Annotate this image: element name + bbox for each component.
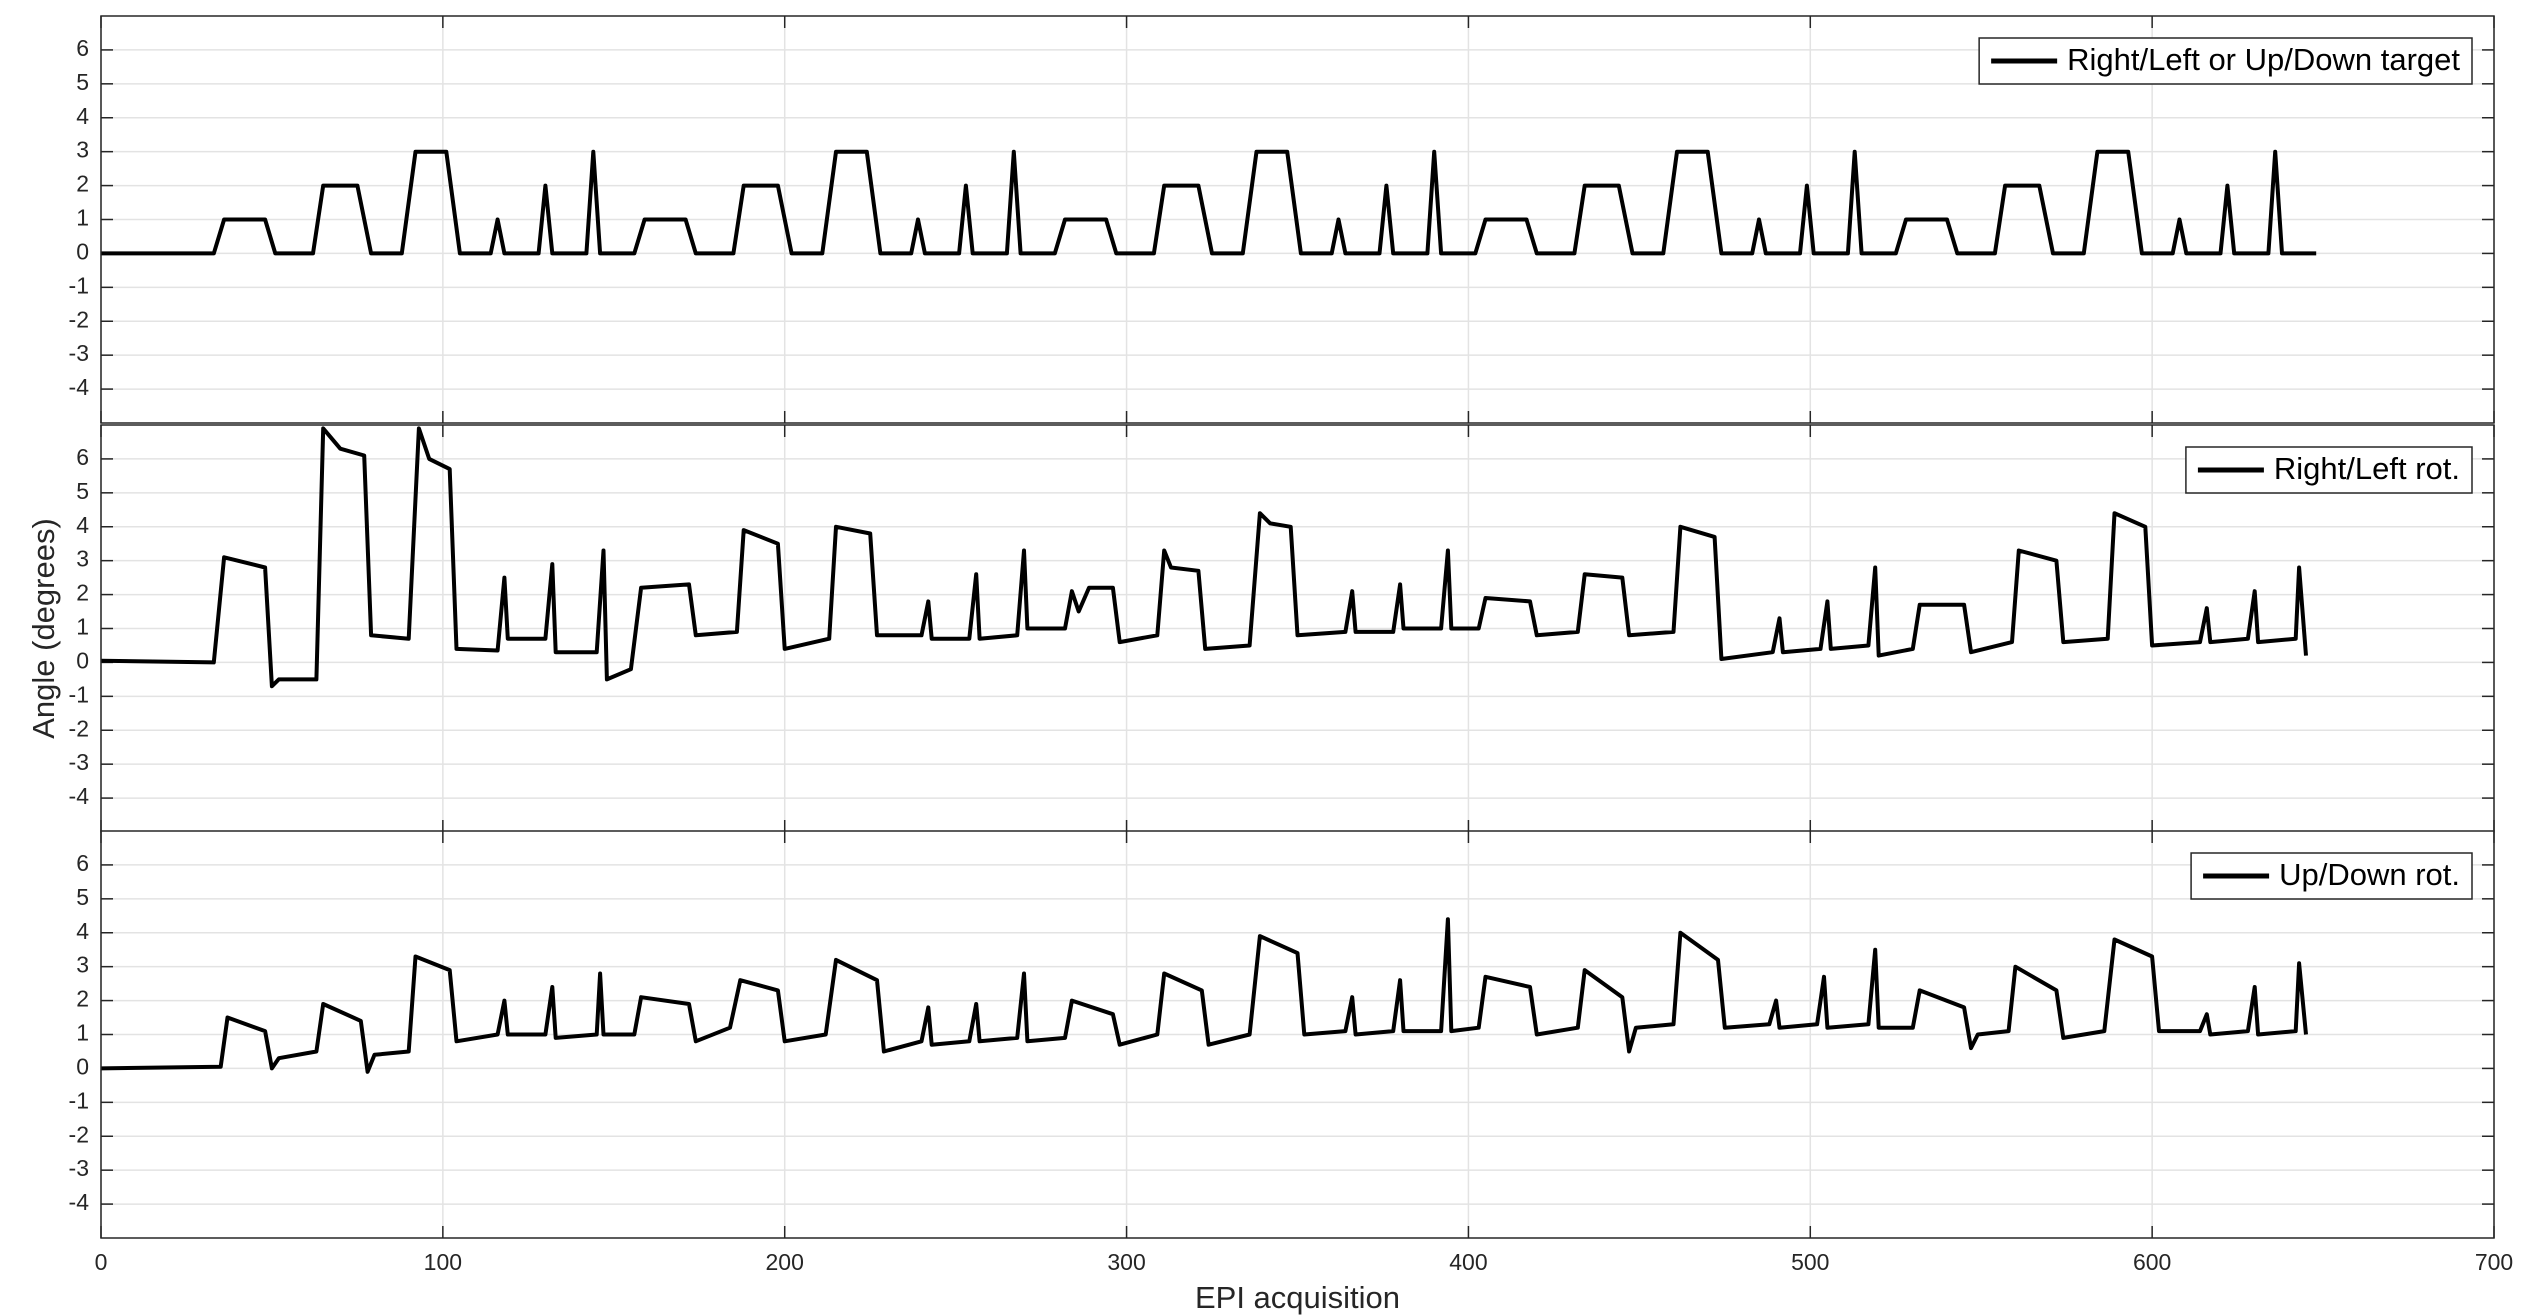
y-tick-label: 2 <box>76 986 89 1012</box>
y-tick-label: -3 <box>69 749 89 775</box>
legend: Right/Left rot. <box>2185 446 2473 494</box>
y-tick-label: -4 <box>69 1189 90 1215</box>
legend-box <box>1978 37 2473 85</box>
y-tick-label: 3 <box>76 137 89 163</box>
y-tick-label: -3 <box>69 340 89 366</box>
y-tick-label: 4 <box>76 103 89 129</box>
legend: Up/Down rot. <box>2190 852 2473 900</box>
y-tick-label: 2 <box>76 171 89 197</box>
y-tick-label: 3 <box>76 952 89 978</box>
x-tick-label: 100 <box>424 1249 462 1275</box>
y-tick-label: 0 <box>76 647 89 673</box>
x-tick-label: 200 <box>766 1249 804 1275</box>
legend-label: Right/Left or Up/Down target <box>2067 42 2460 77</box>
x-tick-label: 600 <box>2133 1249 2171 1275</box>
y-tick-label: 5 <box>76 478 89 504</box>
y-tick-label: 6 <box>76 444 89 470</box>
y-tick-label: 6 <box>76 35 89 61</box>
y-tick-label: 6 <box>76 850 89 876</box>
y-tick-label: 3 <box>76 546 89 572</box>
y-tick-label: 1 <box>76 205 89 231</box>
y-tick-label: -1 <box>69 1087 89 1113</box>
y-tick-label: -1 <box>69 272 89 298</box>
plot-frame <box>100 15 2495 424</box>
y-tick-label: 5 <box>76 884 89 910</box>
y-tick-label: 0 <box>76 238 89 264</box>
data-line <box>100 917 2308 1074</box>
y-tick-label: 5 <box>76 69 89 95</box>
y-axis-label: Angle (degrees) <box>26 518 61 739</box>
data-line <box>101 149 2317 256</box>
y-tick-label: -4 <box>69 783 90 809</box>
y-tick-label: -2 <box>69 1121 89 1147</box>
data-line <box>100 426 2308 689</box>
y-tick-label: -1 <box>69 681 89 707</box>
y-tick-label: 1 <box>76 614 89 640</box>
y-tick-label: -3 <box>69 1155 89 1181</box>
y-tick-label: 0 <box>76 1053 89 1079</box>
y-tick-label: -2 <box>69 306 89 332</box>
plot-frame <box>100 830 2495 1239</box>
legend: Right/Left or Up/Down target <box>1978 37 2473 85</box>
legend-label: Right/Left rot. <box>2274 451 2460 486</box>
x-tick-label: 500 <box>1791 1249 1829 1275</box>
y-tick-label: -2 <box>69 715 89 741</box>
x-tick-label: 300 <box>1107 1249 1145 1275</box>
y-tick-label: 2 <box>76 580 89 606</box>
x-tick-label: 400 <box>1449 1249 1487 1275</box>
x-axis-label: EPI acquisition <box>1195 1280 1400 1315</box>
y-tick-label: 1 <box>76 1020 89 1046</box>
y-tick-label: 4 <box>76 512 89 538</box>
y-tick-label: 4 <box>76 918 89 944</box>
x-tick-label: 700 <box>2475 1249 2513 1275</box>
legend-label: Up/Down rot. <box>2279 857 2460 892</box>
x-tick-label: 0 <box>95 1249 108 1275</box>
y-tick-label: -4 <box>69 374 90 400</box>
